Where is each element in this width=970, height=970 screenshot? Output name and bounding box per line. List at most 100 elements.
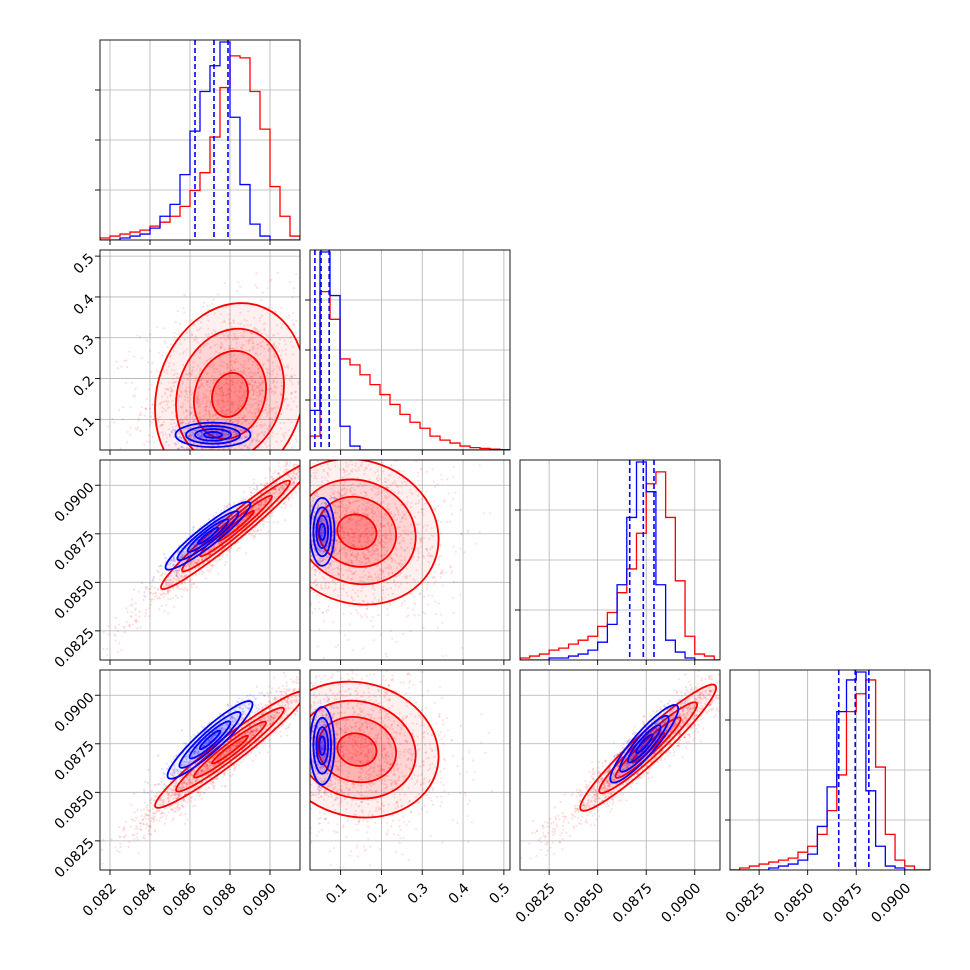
scatter-point (297, 382, 300, 385)
scatter-point (201, 457, 203, 459)
scatter-point (225, 339, 228, 342)
scatter-point (282, 470, 285, 473)
scatter-point (258, 319, 261, 322)
scatter-point (145, 440, 148, 443)
scatter-point (218, 542, 221, 545)
scatter-point (271, 475, 274, 478)
scatter-point (156, 587, 159, 590)
scatter-point (116, 651, 119, 654)
scatter-point (245, 516, 248, 519)
scatter-point (248, 375, 251, 378)
scatter-point (247, 358, 250, 361)
scatter-point (306, 566, 308, 568)
scatter-point (176, 399, 179, 402)
scatter-point (241, 365, 244, 369)
scatter-point (195, 337, 198, 340)
scatter-point (272, 469, 274, 471)
scatter-point (183, 551, 186, 555)
scatter-point (277, 488, 280, 491)
scatter-point (187, 435, 190, 438)
scatter-point (135, 618, 138, 621)
scatter-point (266, 359, 270, 362)
scatter-point (237, 403, 240, 406)
scatter-point (197, 391, 200, 394)
scatter-point (276, 472, 280, 475)
scatter-point (283, 486, 286, 489)
scatter-point (222, 371, 226, 374)
scatter-point (223, 433, 226, 436)
scatter-point (161, 410, 164, 413)
y-tick-label: 0.1 (71, 414, 98, 441)
scatter-point (116, 367, 119, 370)
scatter-point (292, 512, 294, 514)
scatter-point (292, 471, 295, 474)
scatter-point (267, 411, 270, 414)
scatter-point (198, 385, 201, 388)
scatter-point (326, 351, 328, 353)
scatter-point (250, 331, 253, 334)
scatter-point (274, 416, 277, 419)
scatter-point (260, 461, 262, 463)
scatter-point (204, 410, 208, 413)
scatter-point (186, 446, 189, 449)
scatter-point (230, 363, 233, 367)
scatter-point (269, 469, 272, 472)
scatter-point (283, 436, 286, 439)
scatter-point (287, 508, 289, 510)
scatter-point (181, 577, 184, 580)
scatter-point (305, 467, 307, 469)
scatter-point (172, 580, 175, 584)
scatter-point (205, 381, 209, 384)
scatter-point (161, 423, 164, 426)
scatter-point (189, 406, 192, 409)
scatter-point (303, 470, 305, 472)
scatter-point (157, 420, 160, 423)
scatter-point (267, 407, 271, 410)
scatter-point (212, 415, 215, 418)
y-tick-label: 0.0900 (52, 480, 98, 526)
scatter-point (212, 546, 215, 549)
scatter-point (216, 401, 220, 404)
scatter-point (152, 418, 155, 421)
scatter-point (238, 407, 241, 410)
scatter-point (348, 421, 350, 423)
scatter-point (205, 399, 208, 402)
scatter-point (252, 398, 255, 401)
scatter-point (295, 390, 298, 393)
scatter-point (152, 514, 154, 516)
scatter-point (196, 398, 199, 401)
scatter-point (260, 299, 263, 302)
scatter-point (345, 421, 347, 423)
scatter-point (318, 451, 320, 453)
scatter-point (305, 352, 307, 354)
scatter-point (236, 547, 240, 550)
scatter-point (229, 429, 232, 432)
scatter-point (192, 442, 195, 445)
scatter-point (259, 376, 262, 379)
scatter-point (201, 431, 204, 434)
scatter-point (133, 355, 136, 358)
scatter-point (120, 649, 123, 652)
scatter-point (200, 570, 203, 573)
scatter-point (297, 468, 300, 471)
scatter-point (140, 405, 144, 409)
scatter-point (194, 429, 198, 432)
scatter-point (149, 598, 152, 601)
scatter-point (141, 581, 144, 585)
scatter-point (303, 497, 305, 499)
scatter-point (291, 312, 295, 315)
scatter-point (188, 372, 191, 375)
scatter-point (269, 475, 273, 478)
scatter-point (133, 588, 136, 591)
scatter-point (179, 574, 182, 578)
scatter-point (255, 488, 258, 491)
scatter-point (266, 343, 269, 346)
scatter-point (235, 426, 238, 429)
scatter-point (257, 507, 260, 510)
scatter-point (189, 426, 192, 430)
scatter-point (226, 363, 229, 366)
scatter-point (166, 388, 170, 392)
scatter-point (230, 401, 233, 405)
scatter-point (334, 386, 336, 388)
scatter-point (265, 375, 269, 378)
